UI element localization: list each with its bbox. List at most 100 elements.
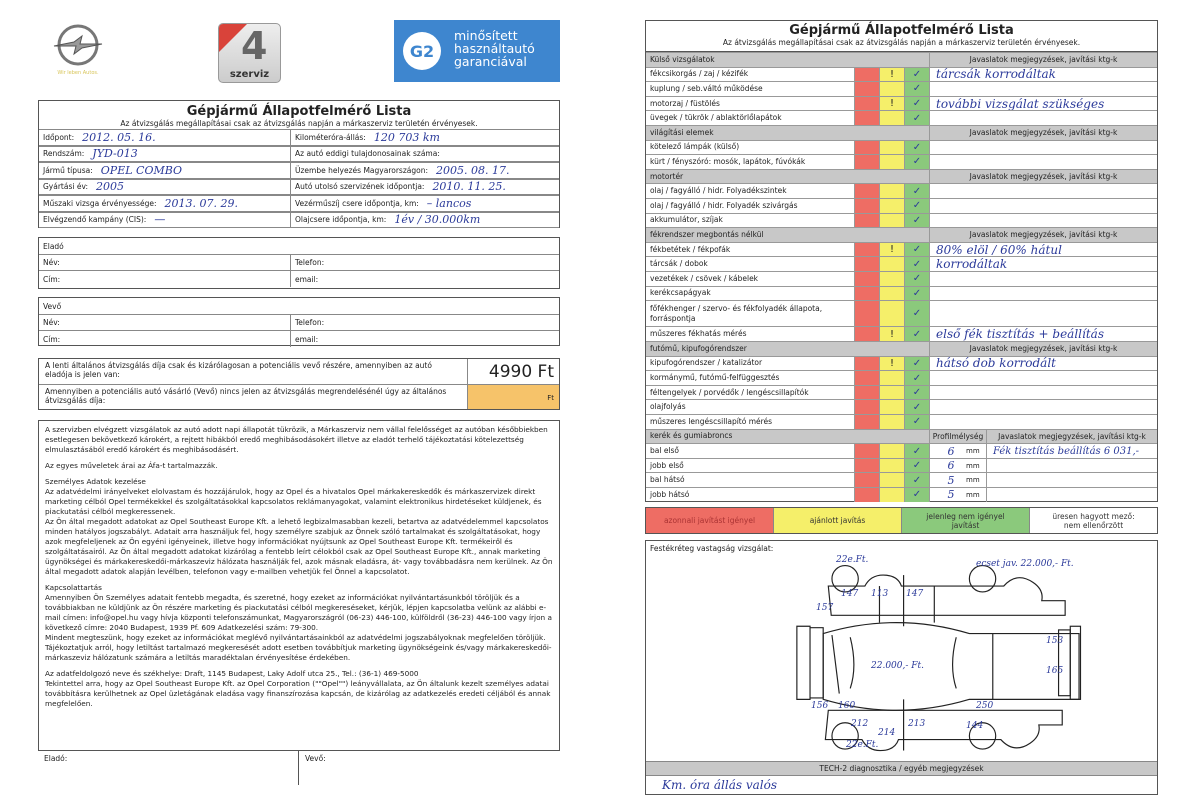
item-note[interactable]	[929, 213, 1157, 228]
urgent-cell[interactable]	[854, 458, 879, 473]
field-value[interactable]: 120 703 km	[373, 130, 440, 144]
ok-check-icon[interactable]: ✓	[904, 488, 929, 502]
urgent-cell[interactable]	[854, 473, 879, 488]
item-note[interactable]: első fék tisztítás + beállítás	[929, 327, 1157, 341]
ok-check-icon[interactable]: ✓	[904, 82, 929, 96]
item-note[interactable]	[929, 415, 1157, 429]
urgent-cell[interactable]	[854, 67, 879, 82]
item-note[interactable]	[929, 82, 1157, 96]
recommended-cell[interactable]	[879, 82, 904, 96]
item-note[interactable]	[929, 199, 1157, 213]
item-note[interactable]: további vizsgálat szükséges	[929, 97, 1157, 111]
item-note[interactable]	[929, 272, 1157, 286]
recommended-cell[interactable]	[879, 213, 904, 228]
buyer-email-field[interactable]: email:	[295, 334, 319, 344]
urgent-cell[interactable]	[854, 111, 879, 125]
field-value[interactable]: 2010. 11. 25.	[432, 180, 506, 194]
urgent-cell[interactable]	[854, 257, 879, 271]
recommended-cell[interactable]	[879, 400, 904, 415]
ok-check-icon[interactable]: ✓	[904, 415, 929, 429]
field-value[interactable]: 2005	[96, 180, 125, 194]
recommended-cell[interactable]	[879, 140, 904, 155]
recommended-cell[interactable]	[879, 371, 904, 385]
ok-check-icon[interactable]: ✓	[904, 356, 929, 371]
field-value[interactable]: JYD-013	[92, 147, 138, 161]
seller-email-field[interactable]: email:	[295, 274, 319, 284]
seller-phone-field[interactable]: Telefon:	[295, 258, 325, 267]
ok-check-icon[interactable]: ✓	[904, 199, 929, 213]
field-value[interactable]: 2012. 05. 16.	[82, 130, 156, 144]
field-value[interactable]: 2005. 08. 17.	[435, 163, 510, 177]
item-note[interactable]	[929, 385, 1157, 400]
ok-check-icon[interactable]: ✓	[904, 286, 929, 301]
field-value[interactable]: 2013. 07. 29.	[164, 196, 238, 210]
item-note[interactable]: tárcsák korrodáltak	[929, 67, 1157, 81]
ok-check-icon[interactable]: ✓	[904, 96, 929, 111]
item-note[interactable]	[929, 111, 1157, 125]
ok-check-icon[interactable]: ✓	[904, 327, 929, 342]
urgent-cell[interactable]	[854, 184, 879, 198]
field-value[interactable]: – lancos	[426, 196, 472, 210]
ok-check-icon[interactable]: ✓	[904, 473, 929, 488]
recommended-cell[interactable]	[879, 111, 904, 125]
seller-name-field[interactable]: Név:	[43, 258, 60, 267]
ok-check-icon[interactable]: ✓	[904, 400, 929, 415]
urgent-cell[interactable]	[854, 301, 879, 327]
urgent-cell[interactable]	[854, 371, 879, 385]
ok-check-icon[interactable]: ✓	[904, 272, 929, 286]
urgent-cell[interactable]	[854, 385, 879, 400]
item-note[interactable]	[929, 155, 1157, 169]
item-note[interactable]	[929, 286, 1157, 301]
item-note[interactable]	[986, 488, 1157, 502]
recommended-cell[interactable]	[879, 444, 904, 458]
urgent-cell[interactable]	[854, 272, 879, 286]
urgent-cell[interactable]	[854, 327, 879, 342]
urgent-cell[interactable]	[854, 155, 879, 169]
ok-check-icon[interactable]: ✓	[904, 242, 929, 257]
ok-check-icon[interactable]: ✓	[904, 213, 929, 228]
item-note[interactable]	[929, 400, 1157, 415]
buyer-address-field[interactable]: Cím:	[43, 334, 61, 344]
profile-depth[interactable]: 6 mm	[929, 458, 986, 473]
urgent-cell[interactable]	[854, 286, 879, 301]
recommended-cell[interactable]: !	[879, 67, 904, 82]
ok-check-icon[interactable]: ✓	[904, 184, 929, 198]
item-note[interactable]	[929, 140, 1157, 155]
tech2-note[interactable]: Km. óra állás valós	[662, 778, 778, 792]
ok-check-icon[interactable]: ✓	[904, 458, 929, 473]
urgent-cell[interactable]	[854, 213, 879, 228]
urgent-cell[interactable]	[854, 444, 879, 458]
buyer-phone-field[interactable]: Telefon:	[295, 318, 325, 327]
profile-depth[interactable]: 5 mm	[929, 473, 986, 488]
ok-check-icon[interactable]: ✓	[904, 371, 929, 385]
ok-check-icon[interactable]: ✓	[904, 67, 929, 82]
recommended-cell[interactable]	[879, 415, 904, 429]
item-note[interactable]	[986, 458, 1157, 473]
urgent-cell[interactable]	[854, 356, 879, 371]
ok-check-icon[interactable]: ✓	[904, 155, 929, 169]
recommended-cell[interactable]: !	[879, 242, 904, 257]
item-note[interactable]: korrodáltak	[929, 257, 1157, 271]
urgent-cell[interactable]	[854, 242, 879, 257]
ok-check-icon[interactable]: ✓	[904, 301, 929, 327]
field-value[interactable]: —	[154, 213, 166, 227]
recommended-cell[interactable]	[879, 184, 904, 198]
recommended-cell[interactable]: !	[879, 356, 904, 371]
buyer-name-field[interactable]: Név:	[43, 318, 60, 327]
profile-depth[interactable]: 5 mm	[929, 488, 986, 502]
recommended-cell[interactable]	[879, 301, 904, 327]
item-note[interactable]: 80% elöl / 60% hátul	[929, 243, 1157, 257]
urgent-cell[interactable]	[854, 400, 879, 415]
urgent-cell[interactable]	[854, 415, 879, 429]
field-value[interactable]: OPEL COMBO	[100, 163, 183, 177]
urgent-cell[interactable]	[854, 199, 879, 213]
urgent-cell[interactable]	[854, 82, 879, 96]
ok-check-icon[interactable]: ✓	[904, 140, 929, 155]
recommended-cell[interactable]	[879, 155, 904, 169]
recommended-cell[interactable]	[879, 257, 904, 271]
recommended-cell[interactable]: !	[879, 327, 904, 342]
urgent-cell[interactable]	[854, 488, 879, 502]
recommended-cell[interactable]	[879, 473, 904, 488]
ok-check-icon[interactable]: ✓	[904, 444, 929, 458]
item-note[interactable]	[929, 184, 1157, 198]
